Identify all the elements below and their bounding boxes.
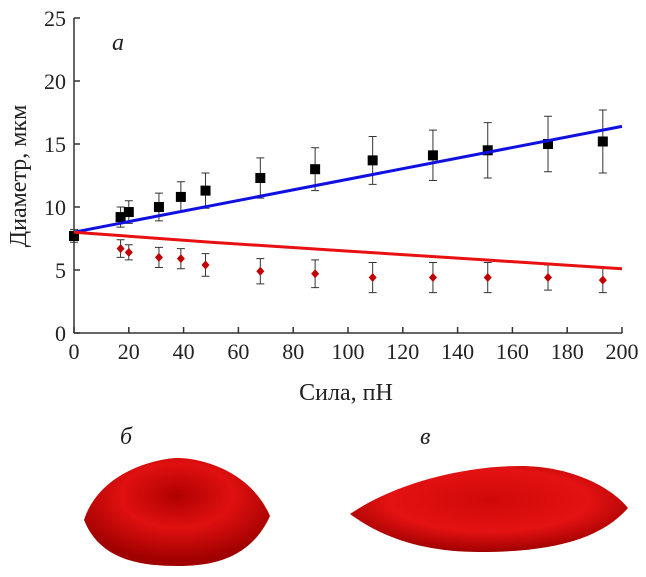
y-tick-label: 0 bbox=[55, 321, 66, 346]
data-point bbox=[428, 273, 437, 283]
data-point bbox=[544, 273, 553, 283]
data-point bbox=[255, 173, 266, 184]
data-point bbox=[543, 139, 554, 149]
cell-shape bbox=[84, 458, 270, 566]
panel-label: б bbox=[120, 424, 133, 450]
data-point bbox=[116, 244, 125, 254]
x-tick-label: 80 bbox=[282, 339, 304, 364]
panel-label: в bbox=[420, 424, 430, 450]
x-tick-label: 140 bbox=[441, 339, 474, 364]
x-tick-label: 120 bbox=[386, 339, 419, 364]
x-tick-label: 180 bbox=[551, 339, 584, 364]
data-point bbox=[124, 247, 133, 257]
x-tick-label: 0 bbox=[69, 339, 80, 364]
data-point bbox=[598, 275, 607, 285]
cell-shape bbox=[350, 466, 628, 552]
x-tick-label: 100 bbox=[332, 339, 365, 364]
data-point bbox=[123, 207, 134, 218]
y-axis-label: Диаметр, мкм bbox=[6, 105, 32, 248]
data-point bbox=[256, 266, 265, 276]
data-point bbox=[368, 273, 377, 283]
fit-line bbox=[73, 230, 623, 271]
y-tick-label: 15 bbox=[44, 132, 66, 157]
data-point bbox=[115, 212, 126, 223]
data-point bbox=[201, 260, 210, 270]
x-axis-label: Сила, пН bbox=[299, 380, 393, 406]
data-point bbox=[153, 202, 164, 212]
fit-line bbox=[73, 124, 623, 234]
data-point bbox=[427, 150, 438, 161]
data-point bbox=[200, 185, 211, 196]
y-tick-label: 25 bbox=[44, 6, 66, 31]
data-point bbox=[311, 269, 320, 279]
y-tick-label: 20 bbox=[44, 69, 66, 94]
data-point bbox=[597, 136, 608, 147]
x-tick-label: 200 bbox=[606, 339, 639, 364]
y-tick-label: 5 bbox=[55, 258, 66, 283]
data-point bbox=[69, 230, 79, 241]
data-point bbox=[482, 145, 493, 156]
data-point bbox=[154, 252, 163, 262]
data-point bbox=[367, 155, 378, 166]
x-tick-label: 60 bbox=[227, 339, 249, 364]
y-tick-label: 10 bbox=[44, 195, 66, 220]
x-tick-label: 40 bbox=[173, 339, 195, 364]
panel-label: а bbox=[112, 30, 124, 56]
data-point bbox=[175, 191, 186, 202]
data-point bbox=[310, 164, 321, 175]
x-tick-label: 160 bbox=[496, 339, 529, 364]
data-point bbox=[483, 273, 492, 283]
x-tick-label: 20 bbox=[118, 339, 140, 364]
data-point bbox=[176, 254, 185, 264]
